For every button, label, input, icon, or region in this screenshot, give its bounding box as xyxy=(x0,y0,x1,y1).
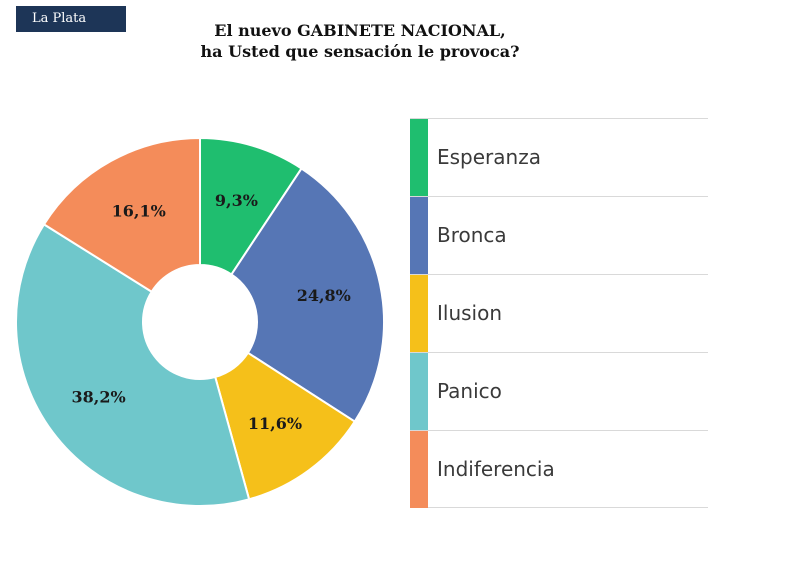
legend-item-bronca: Bronca xyxy=(410,196,708,274)
slice-bronca xyxy=(230,167,385,423)
legend-swatch xyxy=(410,197,428,274)
legend-swatch xyxy=(410,275,428,352)
legend-swatch xyxy=(410,353,428,430)
slice-label-bronca: 24,8% xyxy=(297,286,351,305)
legend-label: Ilusion xyxy=(437,301,503,325)
legend-label: Bronca xyxy=(437,223,507,247)
chart-title-line1: El nuevo GABINETE NACIONAL, xyxy=(214,21,506,40)
legend-item-ilusion: Ilusion xyxy=(410,274,708,352)
slice-label-ilusion: 11,6% xyxy=(248,414,302,433)
slice-indiferencia xyxy=(42,136,201,294)
slice-label-panico: 38,2% xyxy=(72,388,126,407)
slice-label-esperanza: 9,3% xyxy=(215,191,258,210)
location-badge: La Plata xyxy=(16,6,126,32)
slice-panico xyxy=(15,223,251,507)
legend-item-esperanza: Esperanza xyxy=(410,118,708,196)
legend-label: Esperanza xyxy=(437,145,541,169)
legend-swatch xyxy=(410,431,428,508)
legend-swatch xyxy=(410,119,428,196)
chart-legend: Esperanza Bronca Ilusion Panico Indiferencia xyxy=(410,118,708,508)
legend-item-indiferencia: Indiferencia xyxy=(410,430,708,508)
legend-label: Indiferencia xyxy=(437,457,555,481)
chart-title: El nuevo GABINETE NACIONAL, ha Usted que… xyxy=(150,20,570,62)
legend-label: Panico xyxy=(437,379,502,403)
slice-ilusion xyxy=(213,351,357,501)
chart-title-line2: ha Usted que sensación le provoca? xyxy=(200,42,520,61)
slice-label-indiferencia: 16,1% xyxy=(112,201,166,220)
legend-item-panico: Panico xyxy=(410,352,708,430)
